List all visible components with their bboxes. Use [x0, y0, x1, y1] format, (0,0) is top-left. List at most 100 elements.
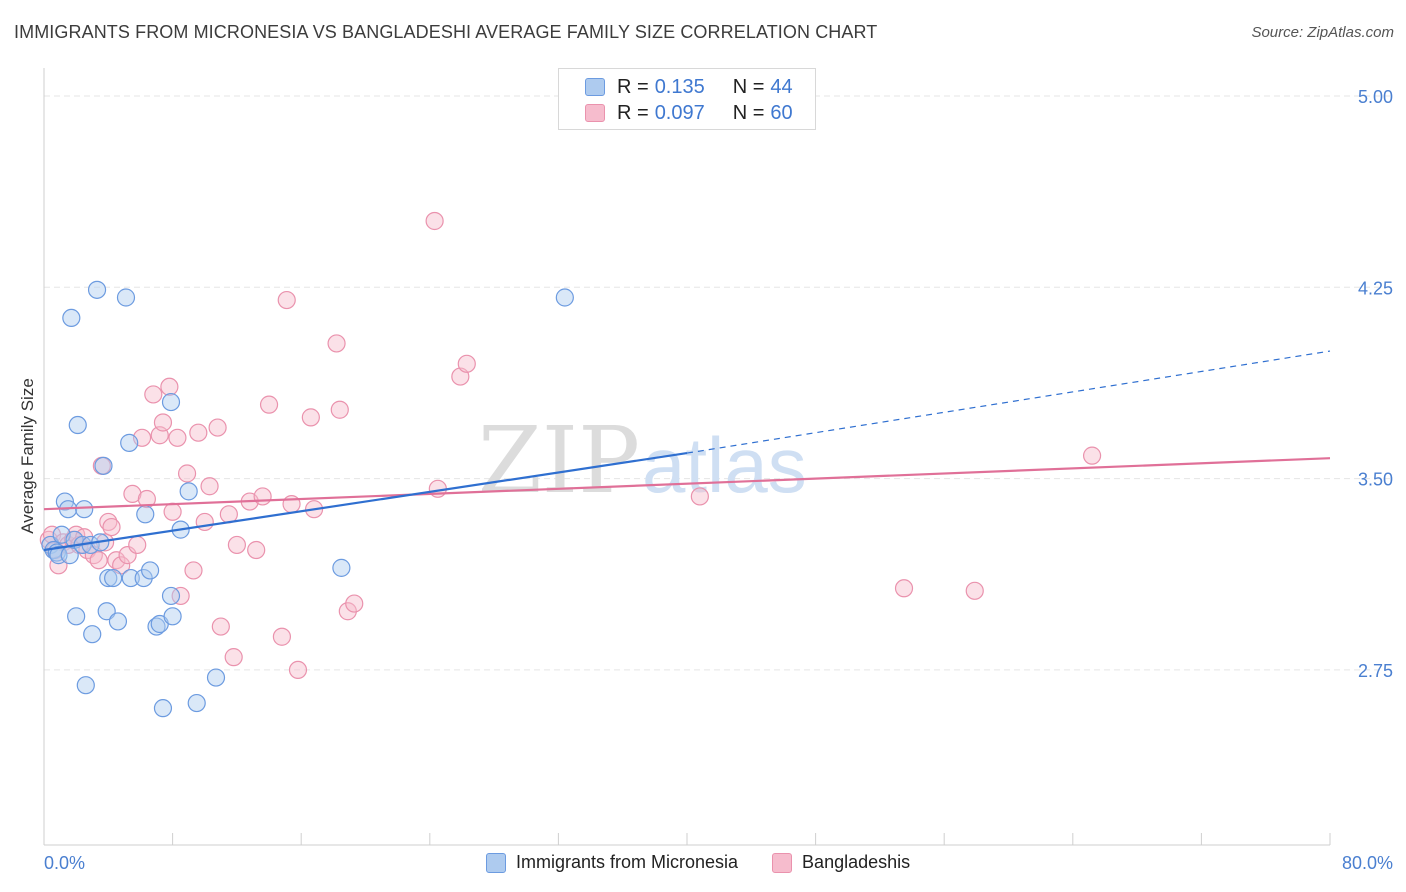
watermark-zip: ZIP: [478, 407, 640, 514]
legend-n-label: N =: [732, 75, 765, 98]
micronesia-point: [179, 482, 198, 501]
bangladeshis-point: [99, 512, 118, 532]
micronesia-point: [116, 288, 136, 307]
bangladeshis-point: [327, 334, 346, 353]
bangladeshis-point: [168, 428, 187, 447]
micronesia-trend-line: [43, 452, 688, 552]
bangladeshis-point: [189, 423, 208, 442]
bangladeshis-point: [123, 484, 142, 504]
x-tick-label-min: 0.0%: [44, 853, 85, 873]
legend-row-bangladeshis: R = 0.097 N = 60: [585, 100, 793, 126]
micronesia-point: [161, 586, 181, 606]
bangladeshis-trend-line: [43, 457, 1331, 511]
series-legend-micronesia[interactable]: Immigrants from Micronesia: [486, 852, 738, 873]
bangladeshis-point: [211, 617, 230, 636]
bangladeshis-point: [457, 354, 476, 373]
bangladeshis-point: [195, 512, 214, 532]
series-swatch-pink: [772, 852, 793, 873]
legend-swatch-pink: [585, 104, 605, 122]
bangladeshis-point: [144, 385, 163, 404]
bangladeshis-point: [330, 400, 349, 419]
micronesia-point: [76, 676, 95, 695]
y-tick-label: 3.50: [1358, 470, 1393, 490]
y-tick-label: 2.75: [1358, 661, 1393, 681]
y-tick-label: 4.25: [1358, 278, 1393, 298]
micronesia-point: [120, 433, 139, 452]
legend-n-value: 60: [770, 101, 793, 124]
bangladeshis-point: [301, 408, 320, 427]
bangladeshis-point: [247, 540, 266, 560]
micronesia-point: [87, 280, 107, 299]
series-legend-bangladeshis[interactable]: Bangladeshis: [772, 852, 910, 873]
correlation-legend: R = 0.135 N = 44 R = 0.097 N = 60: [558, 68, 816, 130]
legend-n-label: N =: [732, 101, 765, 124]
gridlines: [44, 95, 1390, 671]
bangladeshis-point: [227, 535, 246, 555]
bangladeshis-point: [160, 377, 179, 396]
bangladeshis-point: [184, 561, 203, 580]
micronesia-point: [68, 415, 87, 435]
bangladeshis-point: [224, 648, 243, 667]
bangladeshis-points: [39, 211, 1102, 680]
series-legend: Immigrants from Micronesia Bangladeshis: [486, 852, 944, 873]
micronesia-point: [67, 607, 86, 626]
bangladeshis-point: [288, 660, 308, 680]
bangladeshis-point: [208, 418, 227, 437]
legend-r-label: R =: [617, 75, 649, 98]
bangladeshis-point: [425, 211, 444, 231]
micronesia-point: [62, 308, 81, 328]
bangladeshis-point: [253, 487, 272, 506]
micronesia-point: [94, 456, 113, 475]
micronesia-point: [97, 602, 116, 621]
legend-r-label: R =: [617, 101, 649, 124]
micronesia-point: [140, 561, 160, 580]
bangladeshis-point: [277, 290, 296, 310]
bangladeshis-point: [153, 413, 173, 432]
bangladeshis-point: [107, 551, 126, 570]
micronesia-point: [83, 625, 102, 644]
watermark: ZIP atlas: [478, 407, 807, 514]
tick-labels: 2.75 3.50 4.25 5.00 0.0% 80.0%: [44, 87, 1393, 873]
x-tick-label-max: 80.0%: [1342, 853, 1393, 873]
micronesia-point: [206, 668, 226, 687]
micronesia-point: [187, 693, 206, 713]
axes: [43, 68, 1331, 846]
micronesia-trend-extension: [686, 350, 1331, 454]
bangladeshis-point: [177, 464, 197, 483]
bangladeshis-point: [137, 489, 156, 509]
series-label-micronesia: Immigrants from Micronesia: [516, 852, 739, 872]
micronesia-point: [75, 500, 94, 519]
bangladeshis-point: [894, 579, 914, 598]
micronesia-point: [147, 617, 166, 636]
legend-row-micronesia: R = 0.135 N = 44: [585, 74, 793, 100]
bangladeshis-point: [171, 586, 190, 606]
bangladeshis-point: [163, 502, 182, 521]
bangladeshis-point: [200, 477, 219, 496]
micronesia-point: [163, 607, 182, 626]
micronesia-point: [332, 558, 351, 577]
bangladeshis-point: [1082, 446, 1102, 465]
micronesia-point: [161, 392, 181, 412]
bangladeshis-point: [102, 517, 121, 537]
bangladeshis-point: [272, 627, 292, 646]
micronesia-point: [153, 699, 173, 718]
chart-title: IMMIGRANTS FROM MICRONESIA VS BANGLADESH…: [14, 22, 878, 42]
micronesia-point: [555, 288, 574, 307]
bangladeshis-point: [128, 535, 147, 555]
series-swatch-blue: [486, 852, 506, 873]
micronesia-point: [121, 568, 140, 588]
bangladeshis-point: [690, 487, 709, 506]
series-label-bangladeshis: Bangladeshis: [802, 852, 911, 872]
micronesia-point: [108, 612, 128, 631]
legend-r-value: 0.135: [654, 75, 705, 98]
bangladeshis-point: [345, 594, 364, 613]
y-tick-label: 5.00: [1358, 87, 1393, 107]
bangladeshis-point: [89, 551, 108, 570]
micronesia-point: [104, 568, 123, 588]
micronesia-point: [99, 568, 118, 588]
trend-lines: [43, 350, 1331, 552]
source-label: Source: ZipAtlas.com: [1251, 24, 1394, 41]
bangladeshis-point: [965, 581, 984, 600]
legend-swatch-blue: [585, 78, 605, 96]
